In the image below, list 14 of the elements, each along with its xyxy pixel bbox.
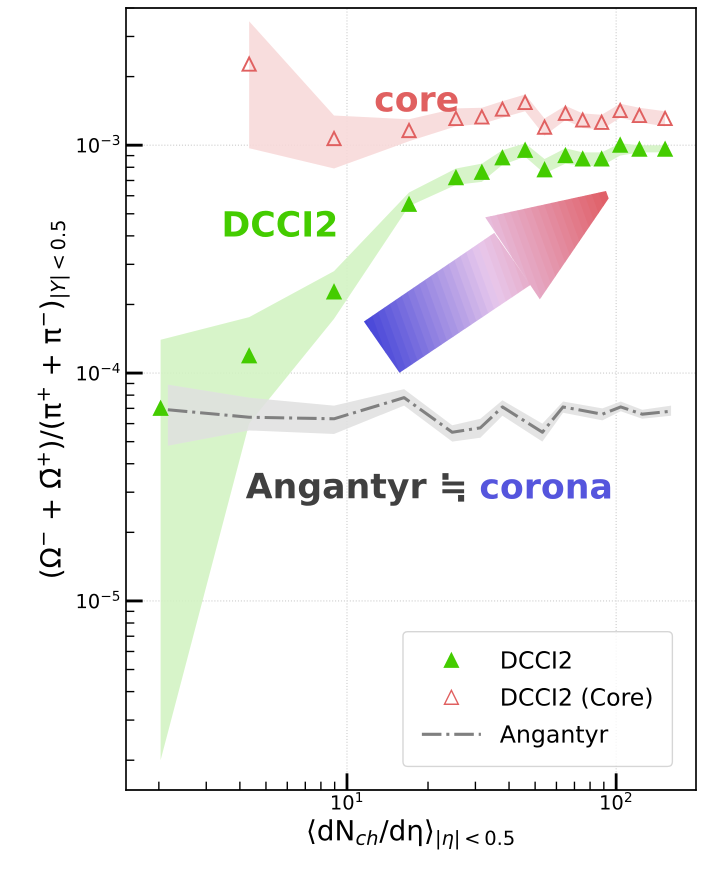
- annotation: Angantyr ≒: [246, 472, 464, 506]
- y-tick-label: 10$^{−3}$: [78, 134, 120, 153]
- annotation: core: [376, 92, 458, 112]
- legend-label: Angantyr: [500, 725, 608, 748]
- x-tick-label: 10$^{1}$: [332, 792, 362, 810]
- legend-label: DCCI2: [502, 651, 571, 669]
- legend-label: DCCI2 (Core): [502, 688, 652, 709]
- y-tick-label: 10$^{−4}$: [78, 362, 120, 381]
- x-axis-title: ⟨dN$_{ch}$/dη⟩$_{|η|<0.5}$: [308, 819, 514, 850]
- x-tick-label: 10$^{2}$: [601, 792, 632, 810]
- annotation: corona: [480, 479, 610, 500]
- text: (Ω$^{−}$ + Ω̄$^{+}$)/(π$^{+}$ + π$^{−}$)$_{|Y|<0.5}$: [38, 221, 70, 577]
- y-tick-label: 10$^{−5}$: [78, 590, 120, 608]
- annotation: DCCI2: [224, 210, 336, 238]
